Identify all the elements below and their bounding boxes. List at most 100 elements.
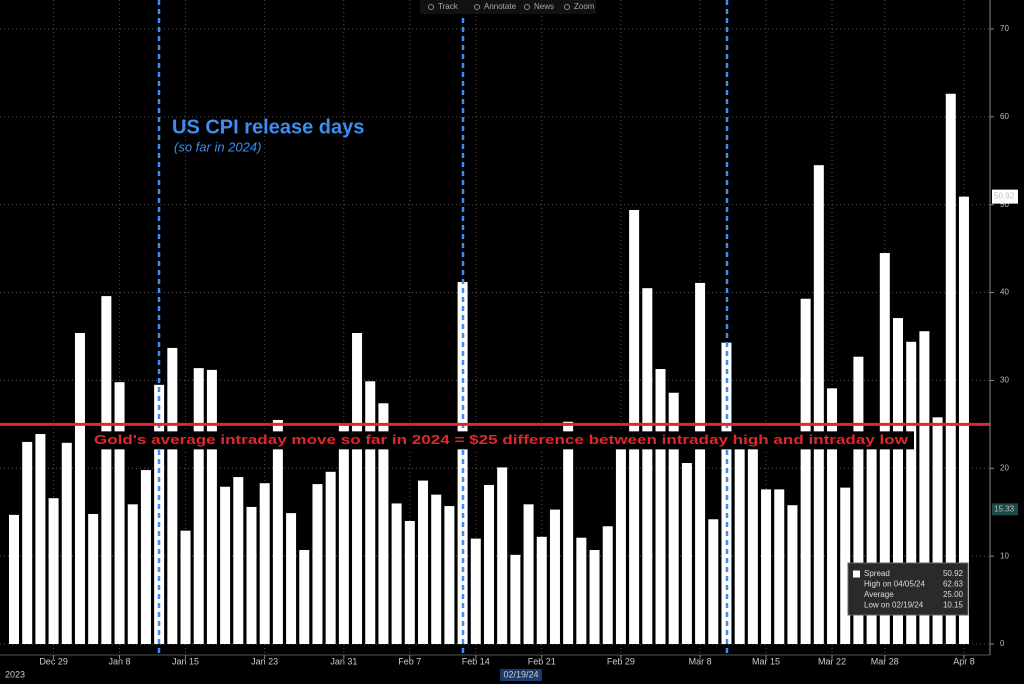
bar — [365, 381, 376, 645]
annotation-subtitle: (so far in 2024) — [174, 139, 261, 154]
crosshair-date-bg — [500, 669, 542, 681]
legend-value: 62.63 — [943, 580, 964, 589]
bar — [140, 470, 151, 645]
x-tick-label: Dec 29 — [39, 656, 68, 666]
last-value-bg — [992, 189, 1018, 204]
bar — [932, 417, 943, 645]
y-tick-label: 50 — [1000, 200, 1009, 209]
crosshair-value-bg — [992, 503, 1018, 516]
x-tick-label: Jan 31 — [330, 656, 357, 666]
bar — [167, 347, 178, 645]
x-tick-label: Mar 8 — [689, 656, 712, 666]
bar — [747, 445, 758, 645]
bar — [919, 331, 930, 645]
x-tick-label: Feb 21 — [528, 656, 556, 666]
bar — [563, 421, 574, 645]
toolbar-button[interactable]: Track — [438, 2, 459, 11]
bar — [906, 341, 917, 645]
toolbar-button[interactable]: Zoom — [574, 2, 595, 11]
y-tick-label: 10 — [1000, 551, 1009, 560]
bar — [220, 486, 231, 645]
bar — [9, 514, 19, 645]
bar — [127, 504, 138, 645]
bar — [61, 442, 72, 645]
x-tick-label: Jan 15 — [172, 656, 199, 666]
bar — [101, 296, 112, 645]
bar — [312, 484, 323, 645]
bar — [774, 489, 785, 645]
bar — [114, 382, 125, 645]
legend: Spread 50.92 High on 04/05/24 62.63 Average 2… — [847, 562, 969, 616]
bar — [391, 503, 402, 645]
legend-box — [847, 562, 969, 616]
year-label: 2023 — [5, 669, 25, 679]
y-tick-label: 0 — [1000, 639, 1005, 648]
bar — [958, 196, 969, 645]
y-tick-label: 30 — [1000, 376, 1009, 385]
y-tick-label: 40 — [1000, 288, 1009, 297]
bar — [800, 298, 811, 645]
x-tick-label: Mar 28 — [871, 656, 899, 666]
bar — [629, 209, 640, 645]
bar — [602, 526, 613, 645]
bar — [206, 369, 217, 645]
bar — [695, 282, 706, 645]
bar — [193, 368, 204, 645]
toolbar-button[interactable]: Annotate — [484, 2, 517, 11]
crosshair-date: 02/19/24 — [503, 669, 538, 679]
toolbar-button[interactable]: News — [534, 2, 554, 11]
y-tick-label: 20 — [1000, 463, 1009, 472]
bar — [892, 318, 903, 645]
bar — [88, 513, 99, 645]
x-tick-label: Feb 14 — [462, 656, 490, 666]
bar — [866, 445, 877, 645]
bar — [642, 288, 653, 645]
legend-label: Average — [864, 590, 894, 599]
legend-value: 50.92 — [943, 569, 964, 578]
bar — [510, 554, 521, 645]
bar — [325, 471, 336, 645]
toolbar-bg — [420, 0, 596, 14]
legend-label: Low on 02/19/24 — [864, 601, 924, 610]
bar — [615, 446, 626, 645]
bar — [589, 550, 600, 645]
x-tick-label: Mar 15 — [752, 656, 780, 666]
bar — [246, 506, 257, 645]
bar — [48, 498, 59, 645]
cpi-lines — [157, 0, 729, 655]
toolbar-icon — [524, 4, 530, 10]
crosshair-value: 15.33 — [994, 504, 1015, 513]
toolbar-icon — [428, 4, 434, 10]
bar — [352, 332, 363, 645]
legend-label: Spread — [864, 569, 890, 578]
bar — [576, 537, 587, 645]
bar — [233, 477, 244, 645]
grid — [0, 0, 990, 655]
x-tick-label: Apr 8 — [953, 656, 975, 666]
bar — [259, 483, 270, 645]
bar — [74, 332, 85, 645]
bar — [813, 165, 824, 645]
bar — [431, 494, 442, 645]
bar — [945, 93, 956, 645]
bar — [418, 480, 429, 645]
bar — [681, 463, 692, 645]
bar — [483, 484, 494, 645]
bar — [286, 513, 297, 645]
legend-value: 25.00 — [943, 590, 964, 599]
annotation-title: US CPI release days — [172, 116, 364, 138]
bar — [827, 388, 838, 645]
bar — [787, 505, 798, 645]
bar — [536, 536, 547, 645]
average-label-bg — [88, 431, 914, 450]
bar — [734, 445, 745, 645]
bar — [840, 487, 851, 645]
x-tick-label: Mar 22 — [818, 656, 846, 666]
toolbar: Track Annotate News Zoom — [420, 0, 596, 14]
legend-swatch — [853, 570, 860, 578]
bar — [444, 506, 455, 645]
bar — [668, 392, 679, 645]
bar — [22, 441, 33, 645]
bar — [853, 356, 864, 645]
